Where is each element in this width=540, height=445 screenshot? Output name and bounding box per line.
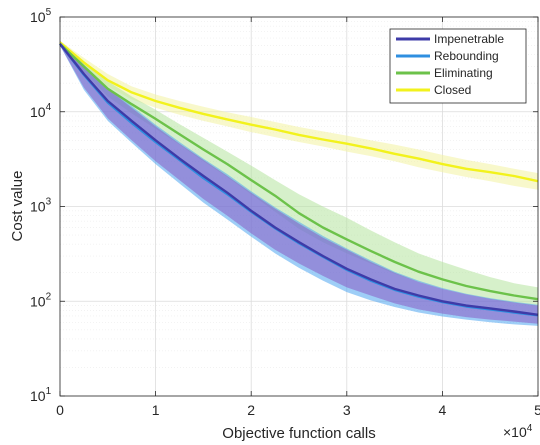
x-tick-label: 0 — [56, 402, 64, 418]
x-tick-label: 5 — [534, 402, 540, 418]
y-tick-label-exponent: 4 — [46, 102, 52, 113]
legend-label-closed: Closed — [434, 83, 471, 97]
y-tick-label-exponent: 1 — [46, 386, 52, 397]
y-tick-label: 104 — [30, 102, 52, 120]
legend-label-eliminating: Eliminating — [434, 66, 493, 80]
y-tick-label-exponent: 5 — [46, 7, 52, 18]
band-eliminating — [60, 40, 538, 307]
legend: Impenetrable Rebounding Eliminating Closed — [389, 28, 527, 104]
line-closed — [59, 41, 539, 183]
x-tick-label: 4 — [439, 402, 447, 418]
x-axis-label: Objective function calls — [222, 425, 375, 442]
x-multiplier-exponent: 4 — [527, 423, 533, 434]
x-axis-ticks: 0 1 2 3 4 5 — [56, 17, 540, 418]
y-tick-label-base: 10 — [30, 9, 46, 25]
legend-label-rebounding: Rebounding — [434, 49, 499, 63]
x-multiplier-base: ×10 — [503, 424, 527, 440]
y-tick-label: 102 — [30, 291, 52, 309]
line-eliminating — [59, 43, 539, 301]
y-tick-label-exponent: 2 — [46, 291, 52, 302]
y-tick-label: 103 — [30, 197, 52, 215]
x-tick-label: 3 — [343, 402, 351, 418]
band-closed — [60, 40, 538, 190]
y-tick-label-base: 10 — [30, 199, 46, 215]
y-tick-label: 101 — [30, 386, 52, 404]
x-tick-label: 2 — [247, 402, 255, 418]
y-tick-label-base: 10 — [30, 293, 46, 309]
y-tick-label-base: 10 — [30, 388, 46, 404]
y-tick-label-exponent: 3 — [46, 197, 52, 208]
x-tick-label: 1 — [152, 402, 160, 418]
series-lines — [59, 41, 539, 317]
line-impenetrable — [59, 43, 539, 316]
legend-label-impenetrable: Impenetrable — [434, 32, 504, 46]
y-axis-label: Cost value — [9, 171, 26, 242]
y-tick-label: 105 — [30, 7, 52, 25]
y-tick-label-base: 10 — [30, 104, 46, 120]
x-multiplier: ×104 — [503, 423, 533, 440]
series-bands — [60, 40, 538, 326]
